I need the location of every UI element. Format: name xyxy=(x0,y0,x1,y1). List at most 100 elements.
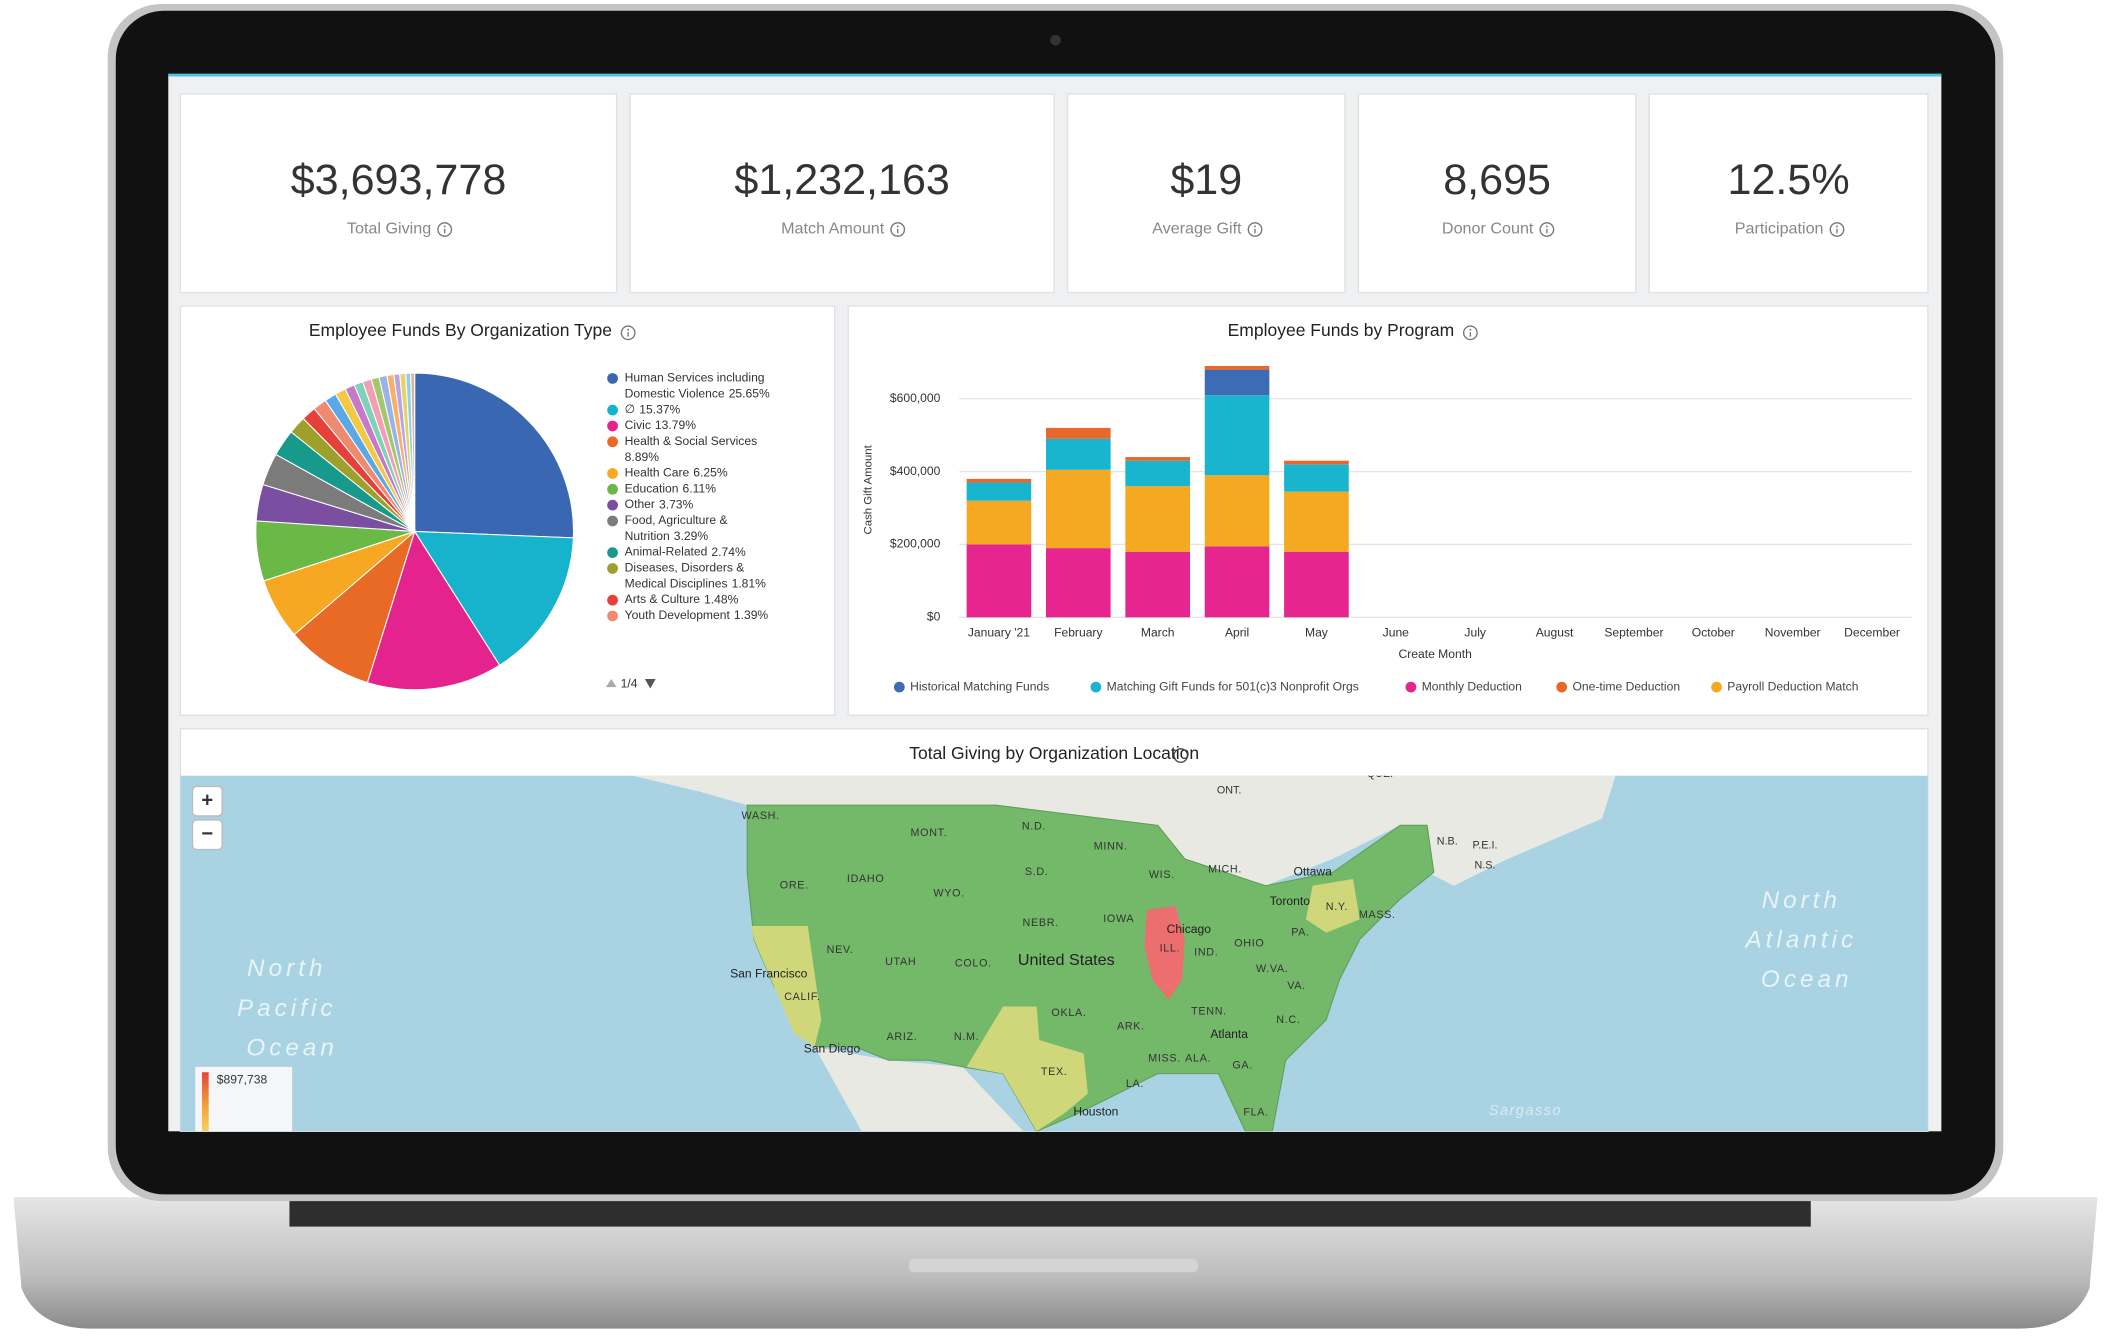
map-label: OKLA. xyxy=(1051,1007,1086,1019)
info-icon xyxy=(1539,222,1555,237)
legend-value: 25.65% xyxy=(729,386,770,400)
map-label: ARK. xyxy=(1117,1020,1145,1032)
legend-marker xyxy=(607,499,618,511)
legend-marker xyxy=(607,610,618,622)
info-icon xyxy=(1247,222,1263,237)
kpi-value: $19 xyxy=(1170,156,1242,204)
y-tick-label: $200,000 xyxy=(890,537,941,551)
zoom-in-label[interactable]: + xyxy=(201,790,213,812)
kpi-label: Match Amount xyxy=(781,220,885,238)
info-icon xyxy=(437,222,453,237)
legend-value: 6.11% xyxy=(683,481,717,495)
info-icon xyxy=(1462,325,1478,341)
pager-down[interactable] xyxy=(644,679,656,689)
legend-label: Other xyxy=(625,497,655,511)
map-label: LA. xyxy=(1126,1078,1144,1090)
map-label: ONT. xyxy=(1217,784,1242,796)
map-label: Ottawa xyxy=(1293,864,1332,878)
legend-value: 3.29% xyxy=(674,529,709,543)
map-label: IOWA xyxy=(1103,913,1134,925)
map-label: N.D. xyxy=(1022,821,1046,833)
info-icon-dot xyxy=(627,328,630,331)
legend-marker xyxy=(607,468,618,479)
info-icon-dot xyxy=(1469,328,1472,331)
map-label: QUE. xyxy=(1367,768,1393,780)
zoom-out-label[interactable]: − xyxy=(201,823,213,845)
bar-segment xyxy=(966,500,1032,545)
legend-value: 1.48% xyxy=(704,592,739,606)
x-tick-label: September xyxy=(1604,626,1663,640)
legend-label: Matching Gift Funds for 501(c)3 Nonprofi… xyxy=(1107,679,1359,693)
bar-segment xyxy=(1204,546,1270,618)
bar-segment xyxy=(1204,365,1270,370)
map-label: IDAHO xyxy=(847,873,884,885)
state-highlight xyxy=(1144,905,1185,1000)
legend-marker xyxy=(607,420,618,432)
legend-marker xyxy=(607,547,618,559)
state-highlight xyxy=(1305,879,1360,933)
map-label: North Pacific Ocean xyxy=(237,956,347,1062)
mexico xyxy=(814,1046,1024,1132)
map-label: COLO. xyxy=(955,957,992,969)
legend-label: Monthly Deduction xyxy=(1422,679,1522,693)
info-icon-dot xyxy=(1545,225,1548,228)
map-label: MICH. xyxy=(1208,863,1242,875)
map-label: S.D. xyxy=(1025,866,1049,878)
kpi-label: Total Giving xyxy=(347,220,431,238)
legend-value: 1.81% xyxy=(732,577,767,591)
legend-label: Human Services including Domestic Violen… xyxy=(625,371,768,401)
x-tick-label: May xyxy=(1305,626,1329,640)
y-axis-label: Cash Gift Amount xyxy=(862,444,874,534)
pager-label: 1/4 xyxy=(621,677,638,691)
bar-segment xyxy=(1045,548,1111,618)
map-label: WASH. xyxy=(742,810,780,822)
state-highlight xyxy=(966,1006,1088,1132)
y-tick-label: $600,000 xyxy=(890,391,941,405)
x-tick-label: April xyxy=(1225,626,1249,640)
bar-segment xyxy=(1125,460,1190,487)
map-label: MASS. xyxy=(1359,909,1396,921)
legend-marker xyxy=(607,373,618,384)
legend-value: 13.79% xyxy=(655,418,696,432)
legend-marker xyxy=(607,515,618,527)
legend-marker xyxy=(607,436,618,448)
bar-segment xyxy=(1284,491,1349,552)
info-icon-dot xyxy=(1836,225,1838,228)
kpi-value: $1,232,163 xyxy=(734,156,950,204)
x-tick-label: December xyxy=(1844,626,1900,640)
map-label: North Atlantic Ocean xyxy=(1743,887,1868,993)
zoom-in-button[interactable] xyxy=(191,785,223,817)
bar-segment xyxy=(1045,427,1111,439)
map-legend-scale xyxy=(201,1072,209,1132)
pie-slice xyxy=(293,529,416,684)
x-tick-label: March xyxy=(1141,626,1175,640)
legend-value: 1.39% xyxy=(734,608,769,622)
kpi-value: 12.5% xyxy=(1727,156,1849,204)
state-highlight xyxy=(751,925,822,1047)
legend-label: Youth Development xyxy=(625,608,731,622)
info-icon[interactable] xyxy=(1173,748,1189,763)
x-tick-label: August xyxy=(1536,626,1574,640)
pie-slice xyxy=(414,372,575,539)
kpi-value: 8,695 xyxy=(1443,156,1551,204)
bar-segment xyxy=(966,544,1032,618)
pager-up[interactable] xyxy=(605,679,617,688)
legend-marker xyxy=(893,681,905,693)
zoom-out-button[interactable] xyxy=(191,819,223,851)
x-tick-label: June xyxy=(1383,626,1410,640)
kpi-label: Donor Count xyxy=(1442,220,1534,238)
pie-slice xyxy=(366,530,501,691)
legend-marker xyxy=(1405,681,1417,693)
legend-marker xyxy=(607,404,618,416)
pie-slice xyxy=(413,530,574,666)
legend-value: 8.89% xyxy=(625,450,660,464)
y-tick-label: $400,000 xyxy=(890,464,941,478)
legend-label: Arts & Culture xyxy=(625,592,701,606)
legend-value: 3.73% xyxy=(659,497,694,511)
map-legend xyxy=(195,1066,293,1132)
bar-segment xyxy=(1125,486,1190,552)
legend-value: 2.74% xyxy=(711,545,746,559)
legend-label: Education xyxy=(625,481,679,495)
kpi-label: Average Gift xyxy=(1152,220,1242,238)
map-label: FLA. xyxy=(1243,1106,1268,1118)
